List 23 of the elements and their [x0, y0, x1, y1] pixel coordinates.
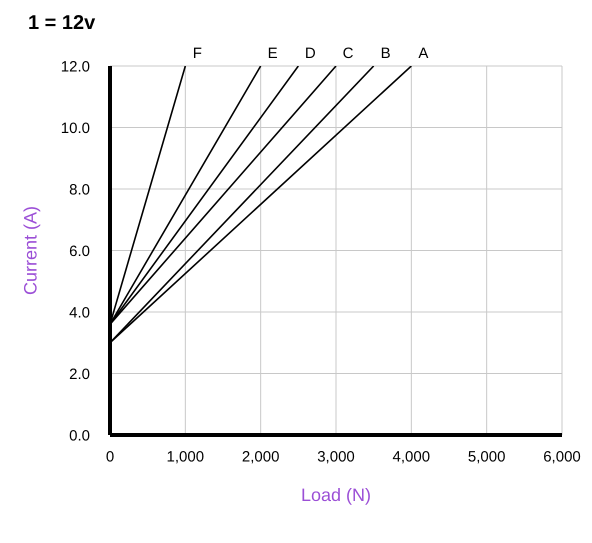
x-tick-label: 0: [106, 448, 114, 466]
series-label: C: [342, 45, 354, 62]
chart-title: 1 = 12v: [28, 12, 96, 35]
y-tick-label: 4.0: [69, 304, 90, 322]
y-tick-label: 6.0: [69, 242, 90, 260]
series-label: B: [380, 45, 391, 62]
series-label: E: [268, 45, 278, 62]
x-tick-label: 1,000: [166, 448, 204, 466]
y-tick-label: 10.0: [60, 120, 90, 137]
x-axis-title: Load (N): [300, 485, 372, 505]
y-axis-title: Current (A): [20, 206, 40, 296]
y-tick-label: 8.0: [69, 181, 90, 198]
y-tick-label: 2.0: [69, 366, 90, 383]
x-tick-label: 3,000: [317, 448, 355, 466]
x-tick-label: 2,000: [242, 448, 280, 466]
series-label: F: [192, 45, 202, 62]
x-tick-label: 5,000: [468, 448, 506, 466]
x-tick-label: 6,000: [543, 448, 581, 466]
x-tick-label: 4,000: [392, 448, 430, 466]
series-label: A: [418, 45, 428, 62]
y-tick-label: 12.0: [60, 58, 90, 76]
y-tick-label: 0.0: [69, 427, 90, 444]
series-label: D: [304, 45, 316, 62]
